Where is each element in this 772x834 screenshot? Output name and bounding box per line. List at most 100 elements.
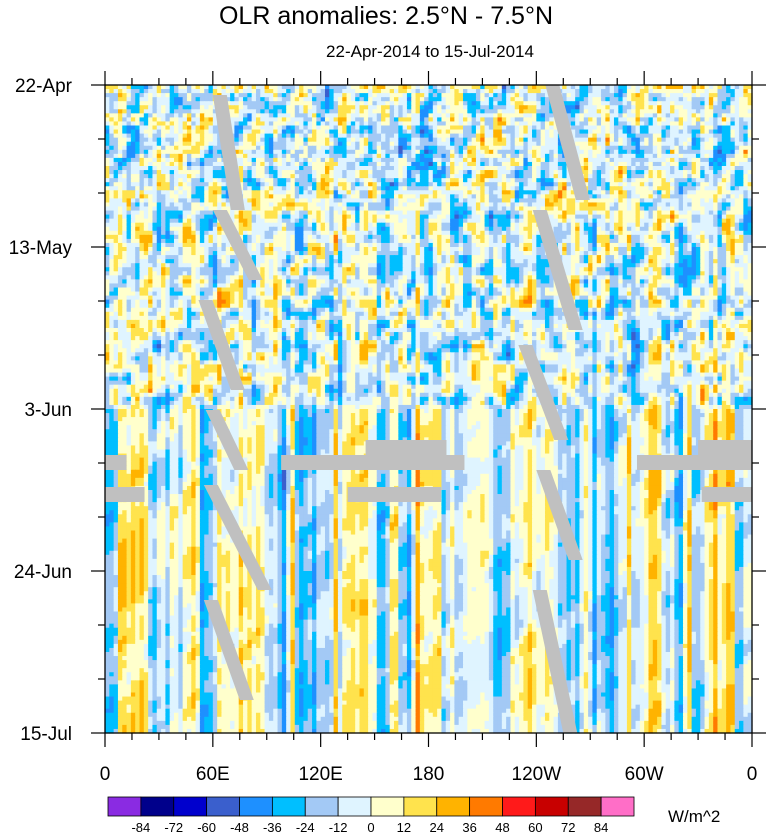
field-cell [743, 202, 748, 207]
field-cell [700, 194, 705, 199]
field-cell [390, 150, 395, 155]
field-cell [385, 113, 390, 118]
field-cell [148, 166, 153, 171]
field-cell [260, 93, 265, 98]
field-cell [122, 166, 127, 171]
field-cell [627, 162, 632, 167]
field-cell [347, 97, 352, 102]
field-cell [282, 219, 287, 224]
field-cell [705, 109, 710, 114]
field-cell [372, 202, 377, 207]
field-cell [532, 109, 537, 114]
field-cell [454, 138, 459, 143]
field-cell [661, 174, 666, 179]
field-cell [485, 215, 490, 220]
field-cell [118, 178, 123, 183]
field-cell [260, 154, 265, 159]
field-cell [385, 170, 390, 175]
field-cell [536, 97, 541, 102]
field-cell [614, 109, 619, 114]
field-cell [467, 113, 472, 118]
field-cell [295, 166, 300, 171]
field-cell [338, 126, 343, 131]
field-cell [364, 202, 369, 207]
field-cell [221, 85, 226, 90]
field-cell [631, 198, 636, 203]
field-cell [713, 89, 718, 94]
field-cell [118, 162, 123, 167]
field-cell [170, 158, 175, 163]
field-cell [739, 174, 744, 179]
field-cell [730, 178, 735, 183]
field-cell [562, 89, 567, 94]
field-cell [407, 97, 412, 102]
field-cell [692, 93, 697, 98]
field-cell [390, 97, 395, 102]
field-cell [165, 130, 170, 135]
field-cell [450, 142, 455, 147]
field-cell [359, 113, 364, 118]
field-cell [648, 146, 653, 151]
field-cell [334, 182, 339, 187]
field-cell [269, 146, 274, 151]
field-cell [109, 170, 114, 175]
field-cell [196, 85, 201, 90]
field-cell [489, 101, 494, 106]
field-cell [321, 97, 326, 102]
field-cell [303, 166, 308, 171]
field-cell [467, 150, 472, 155]
field-cell [644, 158, 649, 163]
field-cell [381, 162, 386, 167]
field-cell [692, 89, 697, 94]
field-cell [303, 198, 308, 203]
field-cell [105, 211, 110, 216]
field-cell [429, 146, 434, 151]
field-cell [614, 158, 619, 163]
field-cell [493, 113, 498, 118]
field-cell [648, 101, 653, 106]
field-cell [364, 174, 369, 179]
field-cell [541, 170, 546, 175]
field-cell [148, 150, 153, 155]
field-cell [243, 170, 248, 175]
field-cell [739, 154, 744, 159]
field-cell [165, 89, 170, 94]
field-cell [700, 85, 705, 90]
field-cell [308, 207, 313, 212]
field-cell [519, 105, 524, 110]
field-cell [355, 85, 360, 90]
field-cell [265, 150, 270, 155]
field-cell [200, 134, 205, 139]
field-cell [105, 93, 110, 98]
field-cell [614, 174, 619, 179]
field-cell [239, 93, 244, 98]
field-cell [605, 121, 610, 126]
field-cell [372, 162, 377, 167]
field-cell [312, 142, 317, 147]
field-cell [506, 121, 511, 126]
field-cell [325, 154, 330, 159]
field-cell [441, 162, 446, 167]
field-cell [687, 142, 692, 147]
field-cell [549, 138, 554, 143]
field-cell [105, 150, 110, 155]
field-cell [549, 170, 554, 175]
field-cell [610, 126, 615, 131]
field-cell [411, 174, 416, 179]
field-cell [558, 207, 563, 212]
field-cell [118, 150, 123, 155]
field-cell [295, 162, 300, 167]
field-cell [196, 142, 201, 147]
field-cell [372, 105, 377, 110]
field-cell [666, 174, 671, 179]
field-cell [700, 170, 705, 175]
field-cell [342, 85, 347, 90]
field-cell [144, 198, 149, 203]
field-cell [657, 211, 662, 216]
field-cell [299, 162, 304, 167]
field-cell [480, 130, 485, 135]
field-cell [290, 182, 295, 187]
field-cell [148, 162, 153, 167]
field-cell [256, 198, 261, 203]
field-cell [696, 93, 701, 98]
